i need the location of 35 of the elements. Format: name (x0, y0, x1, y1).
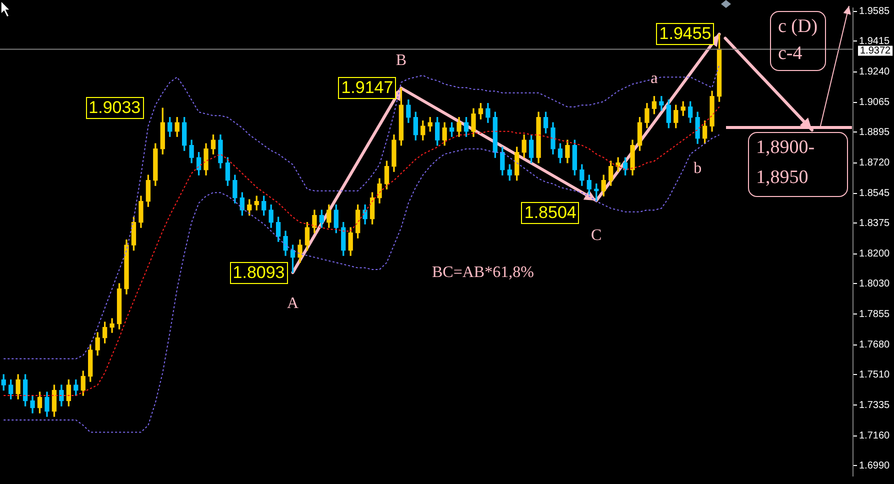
line-series (3, 134, 720, 433)
annotation: A (286, 294, 299, 313)
annotation: 1.8504 (521, 202, 580, 224)
y-tick-label: 1.7510 (859, 369, 890, 380)
annotation: c (D) (778, 15, 818, 39)
annotation: C (591, 226, 602, 245)
line-series (3, 64, 720, 360)
annotation: 1,8900- (756, 136, 815, 160)
y-tick-label: 1.6990 (859, 460, 890, 472)
y-tick-label: 1.8375 (859, 218, 890, 229)
ref-line-label: 1.9372 (860, 46, 892, 57)
annotation: 1.9455 (656, 23, 714, 46)
annotation: B (396, 52, 407, 70)
y-tick-label: 1.8200 (859, 248, 890, 260)
y-tick-label: 1.9240 (859, 66, 890, 78)
annotation: a (650, 70, 658, 88)
y-tick-label: 1.9415 (859, 36, 890, 47)
annotation: 1.9147 (338, 77, 396, 100)
annotation: 1.8093 (230, 262, 288, 284)
candlestick (110, 318, 114, 333)
y-tick-label: 1.7855 (859, 308, 890, 320)
y-tick-label: 1.9065 (859, 97, 890, 108)
y-tick-label: 1.8030 (859, 278, 890, 290)
y-tick-label: 1.7680 (859, 340, 890, 351)
y-tick-label: 1.7335 (859, 400, 890, 411)
y-tick-label: 1.8545 (859, 188, 890, 200)
annotation: b (694, 160, 702, 178)
y-tick-label: 1.9585 (859, 6, 890, 18)
y-tick-label: 1.7160 (859, 430, 890, 442)
annotation: 1,8950 (756, 166, 808, 190)
annotation: BC=AB*61,8% (432, 264, 534, 282)
y-tick-label: 1.8720 (859, 158, 890, 169)
annotation: c-4 (778, 42, 802, 66)
annotation: 1.9033 (86, 97, 144, 120)
y-tick-label: 1.8895 (859, 126, 890, 138)
